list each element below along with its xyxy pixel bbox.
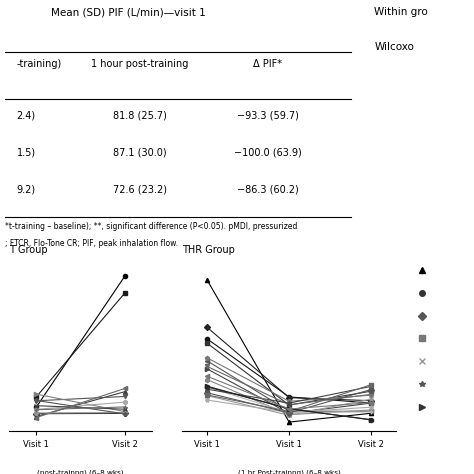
Text: -training): -training) [17, 59, 62, 69]
Text: Δ PIF*: Δ PIF* [253, 59, 283, 69]
Text: THR Group: THR Group [182, 245, 236, 255]
Text: 2.4): 2.4) [17, 111, 36, 121]
Text: 87.1 (30.0): 87.1 (30.0) [113, 148, 167, 158]
Text: Wilcoxo: Wilcoxo [374, 42, 414, 52]
Text: −100.0 (63.9): −100.0 (63.9) [234, 148, 301, 158]
Text: (post-trainng) (6–8 wks): (post-trainng) (6–8 wks) [37, 470, 124, 474]
Text: T Group: T Group [9, 245, 48, 255]
Text: Mean (SD) PIF (L/min)—visit 1: Mean (SD) PIF (L/min)—visit 1 [51, 8, 205, 18]
Text: 9.2): 9.2) [17, 185, 36, 195]
Text: Within gro: Within gro [374, 8, 428, 18]
Text: −86.3 (60.2): −86.3 (60.2) [237, 185, 299, 195]
Text: 1.5): 1.5) [17, 148, 36, 158]
Text: *t-training – baseline); **, significant difference (P<0.05). pMDI, pressurized: *t-training – baseline); **, significant… [5, 222, 297, 231]
Text: 1 hour post-training: 1 hour post-training [91, 59, 189, 69]
Text: 72.6 (23.2): 72.6 (23.2) [113, 185, 167, 195]
Text: (1 hr Post-trainng) (6–8 wks): (1 hr Post-trainng) (6–8 wks) [238, 470, 340, 474]
Text: −93.3 (59.7): −93.3 (59.7) [237, 111, 299, 121]
Text: ; FTCR, Flo-Tone CR; PIF, peak inhalation flow.: ; FTCR, Flo-Tone CR; PIF, peak inhalatio… [5, 239, 178, 248]
Text: 81.8 (25.7): 81.8 (25.7) [113, 111, 167, 121]
